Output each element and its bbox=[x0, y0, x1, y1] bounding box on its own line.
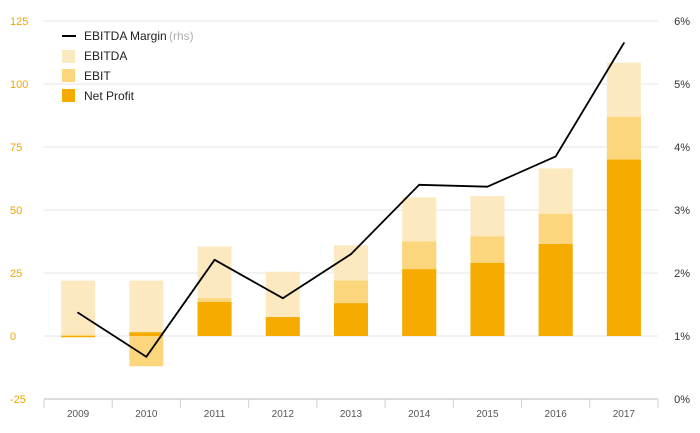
bar-net-profit bbox=[470, 262, 505, 336]
x-tick-label: 2014 bbox=[408, 409, 431, 420]
x-tick-label: 2013 bbox=[340, 409, 363, 420]
bar-net-profit bbox=[197, 301, 232, 336]
legend-label-ebit: EBIT bbox=[84, 69, 111, 83]
x-tick-label: 2011 bbox=[204, 409, 226, 420]
y-right-tick-label: 6% bbox=[674, 16, 690, 28]
y-left-tick-label: 75 bbox=[10, 142, 22, 154]
bar-ebitda bbox=[129, 280, 164, 336]
y-left-tick-label: 25 bbox=[10, 268, 22, 280]
legend-swatch-net-profit bbox=[62, 89, 75, 102]
legend-suffix-rhs: (rhs) bbox=[169, 29, 194, 43]
bar-net-profit bbox=[334, 303, 368, 336]
y-right-tick-label: 3% bbox=[674, 205, 690, 217]
bar-series bbox=[61, 62, 641, 367]
point-ebitda-margin bbox=[418, 183, 421, 186]
legend: EBITDA Margin (rhs) EBITDA EBIT Net Prof… bbox=[62, 29, 194, 103]
legend-swatch-ebitda bbox=[62, 50, 75, 63]
point-ebitda-margin bbox=[622, 42, 625, 44]
bar-ebitda bbox=[61, 280, 96, 336]
point-ebitda-margin bbox=[350, 253, 352, 256]
y-right-tick-label: 2% bbox=[674, 268, 690, 280]
y-right-tick-label: 1% bbox=[674, 331, 690, 343]
y-right-tick-label: 0% bbox=[674, 394, 690, 406]
legend-swatch-ebit bbox=[62, 69, 75, 82]
bar-net-profit bbox=[606, 159, 641, 336]
legend-label-ebitda-margin: EBITDA Margin bbox=[84, 29, 167, 43]
x-tick-label: 2009 bbox=[67, 409, 90, 420]
point-ebitda-margin bbox=[77, 311, 80, 314]
y-right-tick-label: 4% bbox=[674, 142, 690, 154]
point-ebitda-margin bbox=[281, 297, 284, 300]
x-tick-label: 2017 bbox=[613, 409, 636, 420]
x-tick-label: 2015 bbox=[476, 409, 499, 420]
point-ebitda-margin bbox=[554, 155, 557, 158]
axes: 125 100 75 50 25 0 -25 6% 5% 4% 3% 2% 1% 0% 2009 2010 20… bbox=[10, 16, 690, 420]
x-tick-label: 2012 bbox=[272, 409, 295, 420]
legend-label-ebitda: EBITDA bbox=[84, 49, 127, 63]
bar-net-profit bbox=[402, 269, 437, 336]
bar-net-profit bbox=[61, 336, 96, 338]
y-left-tick-label: 100 bbox=[10, 79, 28, 91]
margin-line-series bbox=[77, 42, 625, 358]
point-ebitda-margin bbox=[486, 185, 489, 188]
bar-net-profit bbox=[129, 332, 164, 336]
y-left-tick-label: 50 bbox=[10, 205, 22, 217]
bar-ebit bbox=[61, 334, 96, 336]
bar-net-profit bbox=[538, 244, 573, 336]
point-ebitda-margin bbox=[213, 258, 216, 261]
point-ebitda-margin bbox=[145, 355, 148, 358]
y-left-tick-label: -25 bbox=[10, 394, 26, 406]
bar-net-profit bbox=[265, 317, 300, 336]
y-left-tick-label: 125 bbox=[10, 16, 28, 28]
legend-label-net-profit: Net Profit bbox=[84, 89, 135, 103]
y-left-tick-label: 0 bbox=[10, 331, 16, 343]
x-tick-label: 2016 bbox=[545, 409, 568, 420]
y-right-tick-label: 5% bbox=[674, 79, 690, 91]
x-tick-label: 2010 bbox=[135, 409, 158, 420]
